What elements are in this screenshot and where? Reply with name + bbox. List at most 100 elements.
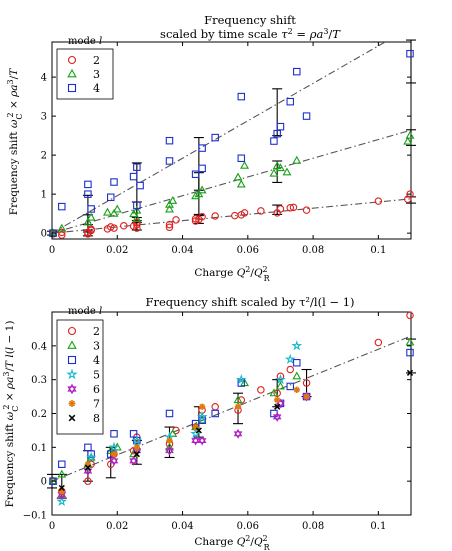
top-legend-label-mode-2: 2: [93, 54, 100, 67]
top-point-mode-2: [191, 214, 200, 223]
top-legend-marker-mode-3: [67, 68, 77, 78]
top-point-mode-4: [302, 112, 311, 120]
bot-point-mode-8: [133, 451, 140, 458]
top-y-tick-label: 1: [41, 190, 47, 201]
bot-point-mode-4: [237, 379, 246, 387]
top-point-mode-4: [58, 202, 66, 211]
bot-point-mode-7: [84, 461, 92, 468]
top-point-mode-4: [237, 92, 246, 101]
bottom-x-ticks: 0 0.02 0.04 0.06 0.08 0.1: [49, 312, 386, 532]
bot-point-mode-2: [273, 389, 281, 397]
bot-legend-label-mode-8: 8: [93, 412, 100, 425]
bot-point-mode-4: [406, 348, 414, 357]
top-chart-title: Frequency shift: [204, 13, 296, 27]
bot-point-mode-4: [165, 409, 174, 418]
bottom-y-axis-label: Frequency shift ωC2 × ρa3/T l(l − 1): [2, 321, 20, 508]
top-point-mode-2: [406, 190, 414, 198]
bot-point-mode-7: [110, 450, 118, 458]
top-point-mode-2: [172, 216, 180, 224]
bot-point-mode-4: [110, 430, 118, 438]
top-point-mode-2: [106, 223, 115, 231]
bot-x-tick-label: 0.08: [302, 521, 324, 532]
top-point-mode-2: [257, 207, 265, 215]
top-point-mode-3: [233, 172, 243, 181]
top-point-mode-3: [132, 213, 142, 222]
bot-point-mode-4: [87, 450, 95, 458]
bot-point-mode-4: [211, 409, 219, 418]
top-chart-subtitle: scaled by time scale τ2 = ρa3/T: [160, 27, 341, 42]
bot-x-tick-label: 0.04: [171, 521, 193, 532]
top-point-mode-3: [194, 189, 204, 198]
top-point-mode-3: [236, 179, 246, 188]
top-point-mode-4: [165, 157, 174, 165]
bot-point-mode-5: [235, 373, 247, 385]
top-y-axis-label: Frequency shift ωC2 × ρa3/T: [6, 68, 24, 215]
bot-point-mode-4: [49, 477, 57, 485]
bottom-fit-lines: [51, 335, 412, 482]
bot-x-tick-label: 0: [49, 521, 55, 532]
top-point-mode-4: [191, 170, 200, 178]
top-point-mode-3: [240, 160, 250, 169]
bot-point-mode-7: [273, 396, 281, 404]
bot-legend-label-mode-7: 7: [93, 398, 100, 411]
top-legend: mode l 234: [56, 36, 114, 100]
bot-point-mode-7: [234, 403, 242, 410]
bottom-chart-panel: Frequency shift scaled by τ²/l(l − 1) 0 0…: [2, 295, 416, 551]
top-point-mode-2: [87, 225, 95, 233]
top-point-mode-4: [136, 181, 144, 190]
bottom-chart-title: Frequency shift scaled by τ²/l(l − 1): [145, 295, 354, 309]
bot-point-mode-2: [286, 365, 294, 374]
bot-y-tick-label: 0.3: [31, 375, 47, 386]
top-point-mode-4: [87, 205, 95, 213]
top-x-tick-label: 0: [49, 245, 55, 256]
bot-point-mode-2: [374, 338, 383, 347]
top-point-mode-3: [405, 130, 415, 139]
bot-y-tick-label: 0: [41, 477, 47, 488]
top-point-mode-2: [165, 223, 174, 232]
bot-x-tick-label: 0.1: [370, 521, 386, 532]
bot-point-mode-6: [272, 411, 282, 422]
bot-point-mode-3: [57, 469, 67, 478]
top-point-mode-4: [293, 67, 301, 76]
bot-y-tick-label: −0.1: [23, 511, 47, 522]
top-point-mode-3: [272, 161, 282, 170]
top-point-mode-4: [237, 154, 246, 162]
top-point-mode-4: [198, 164, 206, 173]
top-point-mode-3: [109, 208, 119, 217]
bot-point-mode-5: [275, 373, 286, 385]
top-point-mode-3: [86, 212, 96, 221]
bot-point-mode-3: [292, 371, 302, 380]
top-legend-label-mode-3: 3: [93, 68, 100, 81]
top-point-mode-4: [198, 144, 206, 152]
bot-point-mode-5: [291, 340, 303, 351]
top-x-tick-label: 0.02: [106, 245, 128, 256]
top-point-mode-3: [168, 195, 178, 204]
top-point-mode-2: [198, 213, 206, 221]
bot-point-mode-8: [406, 369, 414, 376]
bot-point-mode-8: [58, 484, 65, 492]
bot-point-mode-2: [257, 386, 265, 394]
top-legend-title: mode l: [68, 36, 102, 47]
top-point-mode-2: [133, 218, 141, 227]
top-point-mode-2: [240, 209, 249, 217]
top-point-mode-3: [275, 163, 285, 172]
top-point-mode-3: [112, 204, 122, 213]
top-point-mode-3: [103, 207, 112, 216]
top-point-mode-3: [191, 191, 201, 200]
top-point-mode-4: [276, 122, 285, 131]
bot-point-mode-8: [195, 427, 202, 434]
bot-point-mode-2: [302, 379, 311, 387]
top-point-mode-2: [58, 228, 66, 237]
top-x-tick-label: 0.06: [237, 245, 259, 256]
bot-point-mode-3: [405, 337, 415, 346]
bot-y-tick-label: 0.1: [31, 443, 47, 454]
top-x-ticks: 0 0.02 0.04 0.06 0.08 0.1: [49, 42, 386, 256]
top-point-mode-4: [129, 172, 138, 181]
top-point-mode-2: [374, 197, 383, 205]
bot-point-mode-5: [190, 428, 202, 439]
top-point-mode-3: [403, 136, 413, 145]
top-point-mode-3: [165, 204, 174, 213]
bot-point-mode-4: [58, 460, 66, 468]
bot-legend-marker-mode-3: [67, 340, 77, 349]
